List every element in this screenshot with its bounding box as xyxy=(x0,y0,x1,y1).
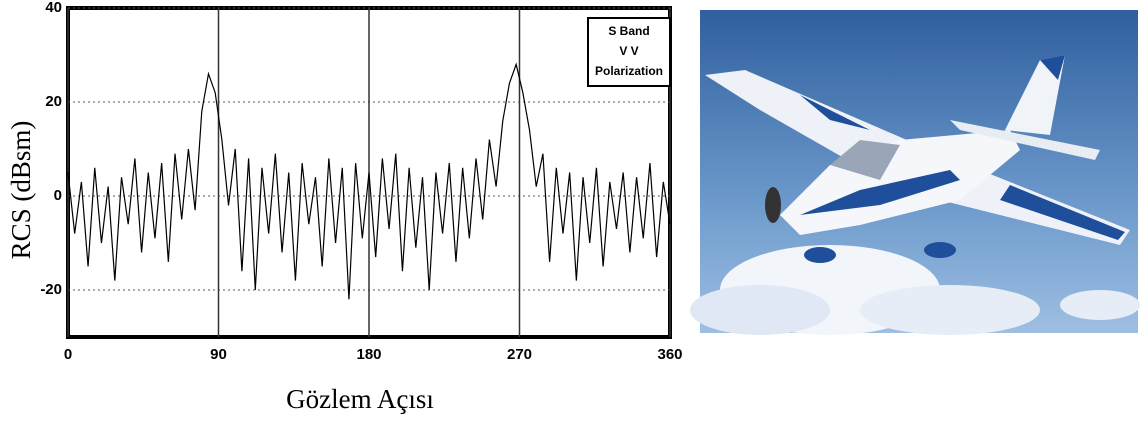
x-axis-label: Gözlem Açısı xyxy=(286,384,434,414)
annotation: V V xyxy=(619,44,638,58)
x-tick-label: 180 xyxy=(356,346,381,363)
legend-box: S Band V V Polarization xyxy=(588,18,670,86)
page: S Band V V Polarization RCS (dBsm) Gözle… xyxy=(0,0,1140,423)
y-tick-label: -20 xyxy=(40,281,62,298)
annotation: S Band xyxy=(608,24,649,38)
y-tick-label: 40 xyxy=(45,0,62,16)
x-tick-label: 90 xyxy=(210,346,227,363)
x-tick-label: 360 xyxy=(657,346,682,363)
y-tick-label: 0 xyxy=(54,187,62,204)
annotation: Polarization xyxy=(595,64,663,78)
x-tick-label: 0 xyxy=(64,346,72,363)
x-tick-label: 270 xyxy=(507,346,532,363)
airplane-photo xyxy=(690,10,1140,335)
y-axis-label: RCS (dBsm) xyxy=(6,121,36,260)
y-tick-label: 20 xyxy=(45,93,62,110)
